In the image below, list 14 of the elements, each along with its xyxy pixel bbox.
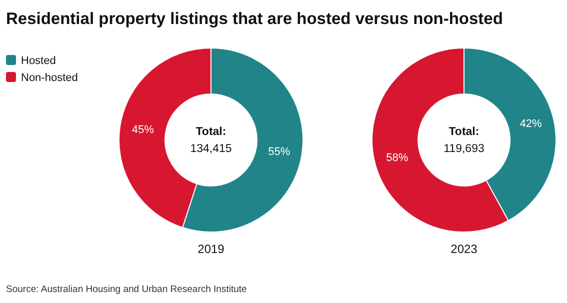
chart-title: Residential property listings that are hosted versus non-hosted	[6, 10, 503, 28]
text: Total:	[448, 126, 480, 138]
text: 119,693	[444, 143, 484, 155]
data-label: 45%	[132, 124, 154, 136]
slice-label: 2019	[198, 242, 225, 256]
data-label: 58%	[386, 152, 408, 164]
text: 134,415	[190, 143, 232, 155]
source-note: Source: Australian Housing and Urban Research Institute	[6, 284, 247, 295]
data-label: 55%	[268, 146, 290, 158]
legend-label: Non-hosted	[21, 72, 78, 84]
legend-label: Hosted	[21, 55, 56, 67]
data-label: 42%	[520, 118, 542, 130]
slice-label: 2023	[450, 242, 478, 256]
text: Total:	[196, 126, 226, 138]
